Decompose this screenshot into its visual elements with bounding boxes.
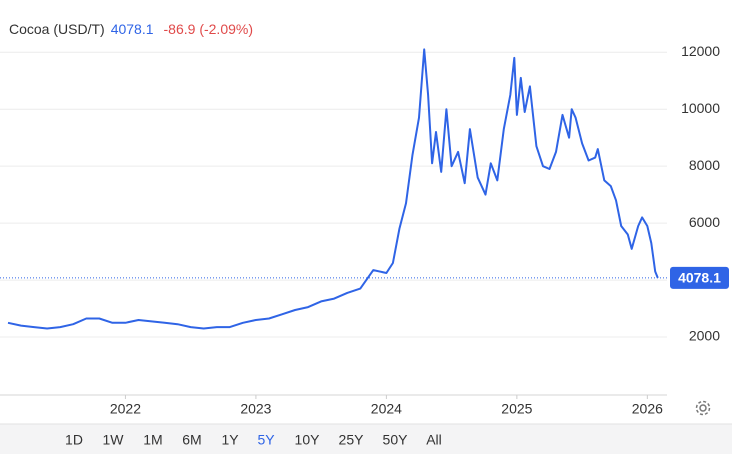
range-button[interactable]: All — [426, 432, 442, 448]
price-change: -86.9 (-2.09%) — [164, 21, 253, 37]
range-button[interactable]: 1M — [143, 432, 162, 448]
y-tick-label: 8000 — [689, 157, 720, 173]
y-tick-label: 6000 — [689, 214, 720, 230]
y-tick-label: 2000 — [689, 328, 720, 344]
y-tick-label: 12000 — [681, 43, 720, 59]
range-button[interactable]: 1D — [65, 432, 83, 448]
chart-title: Cocoa (USD/T) — [9, 21, 105, 37]
x-tick-label: 2026 — [632, 401, 663, 417]
x-tick-label: 2025 — [501, 401, 532, 417]
plot: 2000400060008000100001200020222023202420… — [0, 43, 729, 417]
range-button[interactable]: 50Y — [383, 432, 409, 448]
last-price-label: 4078.1 — [678, 270, 721, 286]
x-tick-label: 2023 — [240, 401, 271, 417]
header: Cocoa (USD/T) 4078.1 -86.9 (-2.09%) — [9, 21, 253, 37]
range-button[interactable]: 10Y — [295, 432, 321, 448]
settings-icon[interactable] — [695, 400, 711, 416]
y-tick-label: 10000 — [681, 100, 720, 116]
range-button[interactable]: 1W — [103, 432, 125, 448]
range-button[interactable]: 5Y — [257, 432, 275, 448]
x-tick-label: 2022 — [110, 401, 141, 417]
range-button[interactable]: 25Y — [339, 432, 365, 448]
range-button[interactable]: 1Y — [221, 432, 239, 448]
last-price-box — [670, 266, 729, 289]
range-bar — [0, 424, 732, 454]
x-tick-label: 2024 — [371, 401, 402, 417]
last-price: 4078.1 — [111, 21, 154, 37]
price-line — [7, 48, 659, 330]
range-button[interactable]: 6M — [182, 432, 201, 448]
